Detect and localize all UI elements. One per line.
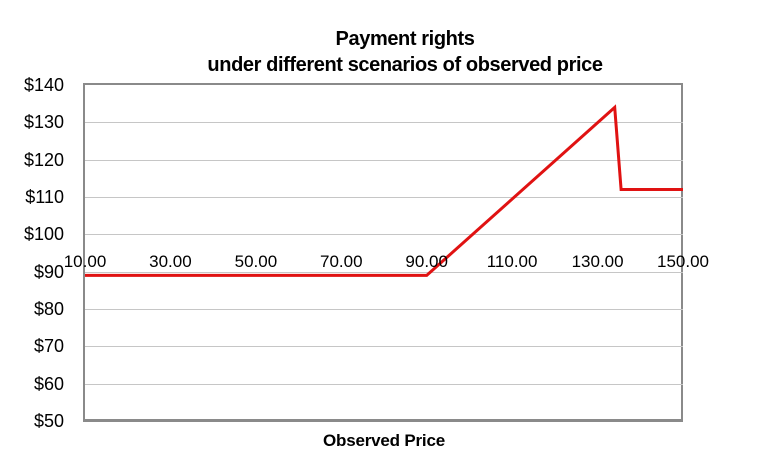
- chart-title-line1: Payment rights: [335, 28, 475, 50]
- x-tick-label-130: 130.00: [571, 252, 624, 271]
- x-tick-label-90: 90.00: [405, 252, 448, 271]
- y-tick-label-90: $90: [33, 261, 64, 282]
- x-axis-title: Observed Price: [323, 431, 445, 450]
- payment-line-svg: [85, 104, 683, 277]
- gridline-70: [85, 346, 683, 348]
- x-tick-label-70: 70.00: [320, 252, 363, 271]
- y-tick-label-120: $120: [23, 149, 64, 170]
- y-tick-label-80: $80: [33, 299, 64, 319]
- plot-area-border: [83, 83, 683, 422]
- y-tick-label-130: $130: [23, 112, 64, 133]
- x-tick-label-10: 10.00: [63, 252, 107, 271]
- chart-title: Payment rights under different scenarios…: [207, 26, 603, 78]
- gridline-90: [85, 271, 683, 273]
- gridline-110: [85, 197, 683, 198]
- gridline-80: [85, 309, 683, 310]
- gridline-120: [85, 159, 683, 161]
- x-tick-label-150: 150.00: [657, 252, 709, 271]
- plot-area: [85, 85, 683, 421]
- y-tick-label-110: $110: [25, 187, 64, 207]
- y-tick-label-70: $70: [33, 336, 64, 357]
- gridline-130: [85, 122, 683, 124]
- chart-title-line2: under different scenarios of observed pr…: [207, 54, 603, 76]
- gridline-100: [85, 234, 683, 236]
- x-tick-label-30: 30.00: [149, 252, 192, 271]
- y-tick-label-50: $50: [33, 411, 64, 431]
- x-tick-label-110: 110.00: [486, 252, 538, 271]
- payment-rights-line: [85, 104, 683, 277]
- y-tick-label-140: $140: [23, 75, 64, 95]
- x-tick-label-50: 50.00: [234, 252, 278, 271]
- y-tick-label-60: $60: [33, 373, 64, 394]
- gridline-60: [85, 383, 683, 385]
- y-tick-label-100: $100: [23, 224, 64, 245]
